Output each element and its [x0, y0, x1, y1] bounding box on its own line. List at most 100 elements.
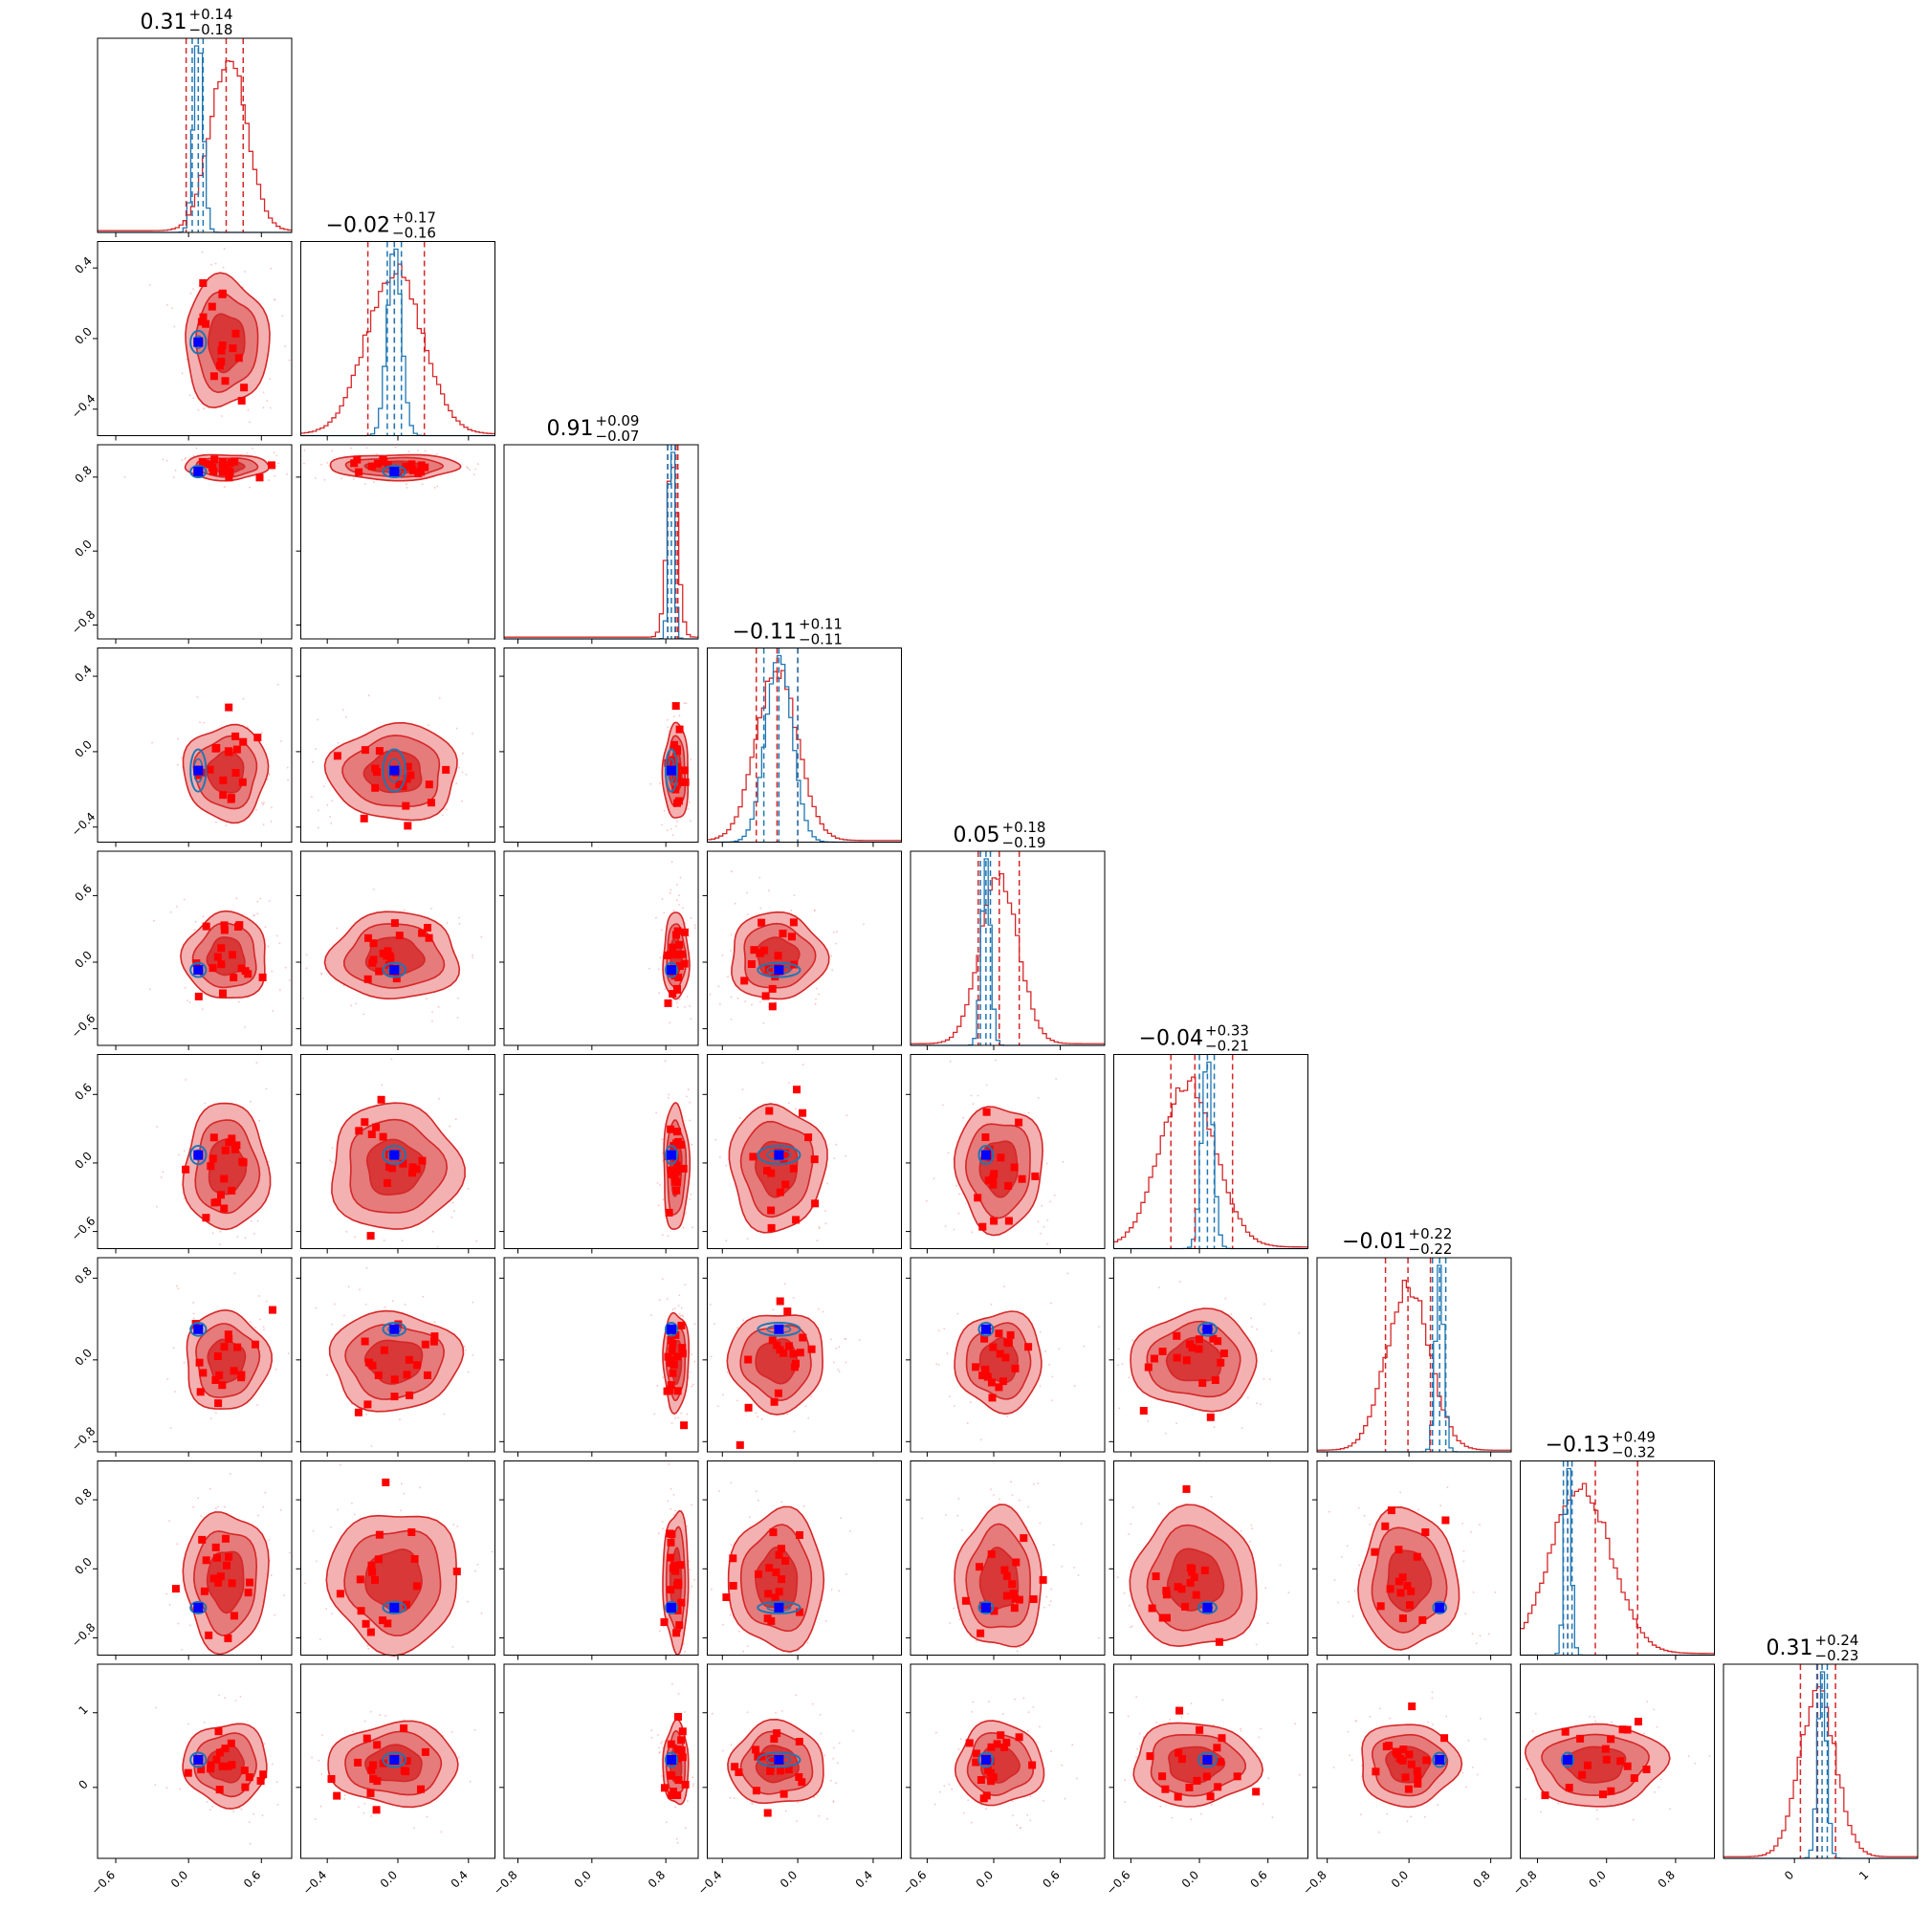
sample-point [863, 923, 865, 926]
sample-point [835, 1143, 838, 1146]
sample-point [262, 1326, 265, 1328]
sample-marker [229, 951, 236, 959]
sample-marker [1414, 1780, 1422, 1788]
sample-point [323, 785, 325, 788]
sample-point [340, 477, 342, 480]
sample-marker [390, 1393, 399, 1401]
sample-marker [240, 1767, 249, 1775]
sample-point [450, 1216, 453, 1218]
param-title: 0.31 [141, 11, 187, 34]
sample-marker [211, 1543, 220, 1551]
sample-marker [210, 1198, 219, 1207]
sample-marker [765, 1564, 774, 1572]
sample-point [1003, 1285, 1005, 1288]
histogram-panel [300, 241, 495, 437]
panel-frame [1113, 1257, 1308, 1453]
sample-point [189, 1624, 191, 1627]
sample-marker [368, 1568, 377, 1576]
sample-point [270, 820, 273, 823]
panel-frame [707, 648, 902, 843]
sample-point [795, 1694, 797, 1697]
truth-marker [389, 765, 400, 776]
sample-point [443, 1413, 446, 1416]
sample-point [407, 450, 410, 452]
sample-point [326, 1373, 328, 1376]
sample-marker [1148, 1604, 1156, 1613]
sample-marker [778, 1545, 785, 1553]
sample-point [270, 267, 273, 270]
sample-marker [404, 822, 412, 830]
sample-point [467, 1371, 470, 1373]
sample-point [691, 1385, 693, 1388]
y-tick-label: 0.0 [72, 737, 94, 759]
reference-histogram [300, 248, 495, 437]
sample-marker [218, 289, 227, 297]
sample-point [676, 883, 678, 886]
sample-point [1258, 1736, 1261, 1739]
sample-point [355, 1002, 357, 1005]
param-title-plus: +0.17 [392, 209, 436, 227]
sample-point [345, 1230, 348, 1233]
sample-point [716, 1405, 719, 1408]
sample-point [274, 298, 276, 301]
reference-contour-inner [387, 757, 402, 783]
sample-marker [767, 1206, 776, 1215]
sample-point [674, 1307, 676, 1309]
sample-point [748, 1516, 751, 1519]
sample-point [826, 1182, 829, 1185]
sample-point [838, 1742, 841, 1745]
sample-point [685, 1827, 687, 1830]
sample-point [1532, 1730, 1534, 1733]
sample-marker [789, 1164, 798, 1173]
sample-point [1271, 1816, 1274, 1819]
sample-marker [757, 918, 766, 927]
sample-point [256, 912, 259, 915]
sample-point [249, 1842, 252, 1845]
sample-point [413, 1827, 415, 1829]
sample-point [456, 1526, 459, 1527]
sample-point [794, 1108, 797, 1110]
sample-marker [421, 1747, 429, 1756]
sample-point [472, 1301, 474, 1304]
sample-marker [427, 799, 435, 807]
sample-point [1471, 1767, 1474, 1768]
sample-point [1130, 1523, 1132, 1526]
sample-point [254, 808, 257, 811]
sample-marker [673, 1387, 682, 1395]
sample-point [658, 992, 661, 995]
sample-marker [1382, 1743, 1391, 1751]
sample-marker [972, 1749, 980, 1758]
sample-point [1270, 1350, 1273, 1352]
sample-marker [225, 473, 233, 482]
sample-point [1646, 1701, 1649, 1702]
sample-point [1055, 1078, 1058, 1080]
sample-marker [1011, 1364, 1020, 1372]
sample-point [185, 456, 187, 459]
sample-point [1431, 1691, 1434, 1694]
contour-panel [1124, 1696, 1301, 1821]
sample-point [657, 1532, 660, 1535]
sample-marker [1015, 1118, 1023, 1127]
sample-marker [1195, 1335, 1203, 1344]
sample-marker [336, 1590, 344, 1598]
contour-panel [315, 1266, 474, 1447]
sample-marker [407, 460, 416, 469]
sample-point [1180, 1716, 1183, 1719]
sample-point [1190, 1702, 1193, 1705]
sample-marker [218, 1762, 227, 1770]
sample-point [280, 740, 282, 742]
sample-point [979, 1438, 982, 1441]
sample-point [394, 446, 397, 449]
sample-point [681, 1314, 684, 1317]
sample-point [1461, 1771, 1464, 1774]
sample-marker [184, 1768, 192, 1777]
sample-point [1687, 1755, 1690, 1758]
sample-marker [207, 1761, 215, 1769]
sample-point [1052, 1544, 1055, 1546]
x-tick-label: 0.6 [1247, 1868, 1269, 1890]
sample-marker [1004, 1181, 1013, 1190]
sample-marker [677, 1598, 686, 1607]
sample-point [816, 1240, 819, 1241]
reference-contour [664, 1751, 678, 1768]
sample-marker [408, 1169, 416, 1177]
